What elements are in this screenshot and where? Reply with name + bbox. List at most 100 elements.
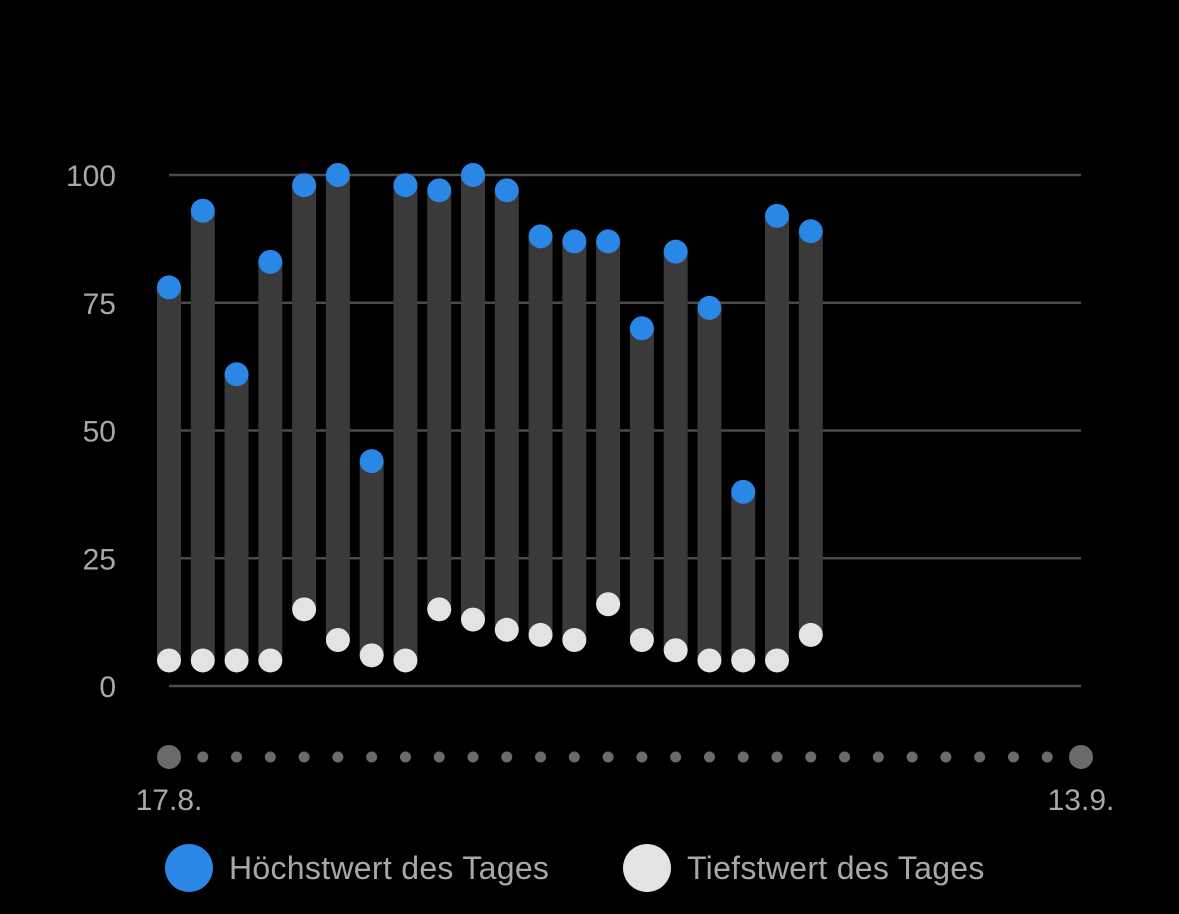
timeline-dot xyxy=(737,751,749,763)
timeline-dot xyxy=(366,751,378,763)
timeline xyxy=(157,745,1093,769)
range-bar xyxy=(461,175,485,620)
high-point xyxy=(292,173,317,198)
high-point xyxy=(765,203,789,228)
low-point xyxy=(461,607,485,632)
low-point xyxy=(359,643,384,668)
timeline-dot xyxy=(636,751,648,763)
range-bar xyxy=(359,461,384,656)
timeline-dot xyxy=(940,751,952,763)
high-point xyxy=(258,249,283,274)
range-bar xyxy=(562,241,587,641)
low-point xyxy=(596,592,621,617)
timeline-dot xyxy=(197,751,209,763)
timeline-dot xyxy=(602,751,614,763)
timeline-dot xyxy=(501,751,513,763)
y-tick-label: 0 xyxy=(99,671,116,704)
high-point xyxy=(427,178,452,203)
legend: Höchstwert des Tages Tiefstwert des Tage… xyxy=(0,842,1179,894)
timeline-dot xyxy=(399,751,411,763)
high-point xyxy=(629,316,654,341)
range-bar xyxy=(494,190,519,630)
low-point xyxy=(528,622,553,647)
legend-item-high: Höchstwert des Tages xyxy=(165,842,549,894)
low-point xyxy=(393,648,418,673)
high-point xyxy=(596,229,621,254)
timeline-dot xyxy=(839,751,851,763)
high-point xyxy=(494,178,519,203)
low-point xyxy=(765,648,789,673)
range-bar xyxy=(765,215,789,661)
range-bars xyxy=(157,163,823,673)
timeline-dot xyxy=(906,751,918,763)
range-bar xyxy=(224,374,249,661)
range-bar xyxy=(663,251,688,651)
range-bar xyxy=(292,185,317,610)
low-point xyxy=(157,648,181,673)
y-tick-label: 50 xyxy=(83,416,116,449)
high-point xyxy=(190,198,215,223)
high-point xyxy=(663,239,688,264)
timeline-dot xyxy=(1007,751,1019,763)
high-point xyxy=(393,173,418,198)
y-axis-ticks: 0 25 50 75 100 xyxy=(66,160,116,704)
timeline-dot xyxy=(433,751,445,763)
low-point xyxy=(258,648,283,673)
range-bar xyxy=(393,185,418,661)
timeline-endpoint xyxy=(157,745,181,769)
y-tick-label: 25 xyxy=(83,543,116,576)
range-bar xyxy=(258,261,283,661)
legend-swatch-high xyxy=(165,844,213,892)
high-point xyxy=(697,295,722,320)
range-bar xyxy=(731,491,756,661)
timeline-endpoint xyxy=(1069,745,1093,769)
range-bar xyxy=(697,307,722,661)
low-point xyxy=(562,628,587,653)
timeline-dot xyxy=(332,751,344,763)
low-point xyxy=(224,648,249,673)
range-bar xyxy=(596,241,621,605)
range-bar xyxy=(427,190,452,610)
low-point xyxy=(731,648,756,673)
range-bar xyxy=(157,287,181,661)
high-point xyxy=(224,362,249,387)
timeline-dot xyxy=(568,751,580,763)
high-point xyxy=(359,449,384,474)
high-point xyxy=(325,163,350,187)
x-axis-start-label: 17.8. xyxy=(136,784,203,817)
range-bar xyxy=(528,236,553,635)
timeline-dot xyxy=(670,751,682,763)
low-point xyxy=(427,597,452,622)
range-bar xyxy=(798,231,823,635)
legend-label-high: Höchstwert des Tages xyxy=(229,849,550,886)
timeline-dot xyxy=(535,751,547,763)
low-point xyxy=(190,648,215,673)
high-point xyxy=(798,219,823,244)
low-point xyxy=(629,628,654,653)
high-point xyxy=(461,163,485,187)
low-point xyxy=(798,622,823,647)
timeline-dot xyxy=(974,751,986,763)
timeline-dot xyxy=(298,751,310,763)
high-point xyxy=(562,229,587,254)
timeline-dot xyxy=(805,751,817,763)
high-point xyxy=(157,275,181,300)
high-point xyxy=(528,224,553,249)
legend-item-low: Tiefstwert des Tages xyxy=(623,842,985,894)
timeline-dot xyxy=(264,751,276,763)
timeline-dot xyxy=(771,751,783,763)
timeline-dot xyxy=(231,751,243,763)
y-tick-label: 75 xyxy=(83,288,116,321)
low-point xyxy=(292,597,317,622)
range-bar xyxy=(325,175,350,641)
low-point xyxy=(325,628,350,653)
timeline-dot xyxy=(467,751,479,763)
x-axis-end-label: 13.9. xyxy=(1048,784,1115,817)
timeline-dot xyxy=(703,751,715,763)
high-point xyxy=(731,479,756,504)
legend-label-low: Tiefstwert des Tages xyxy=(687,849,985,886)
low-point xyxy=(494,617,519,642)
low-point xyxy=(697,648,722,673)
timeline-dot xyxy=(872,751,884,763)
